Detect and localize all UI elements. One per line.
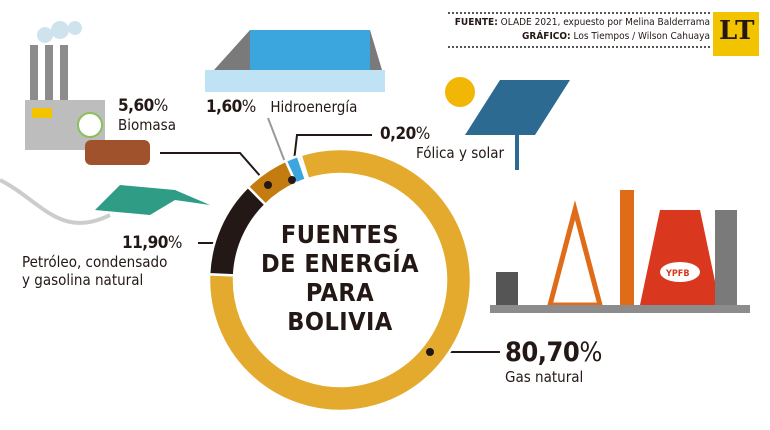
ypfb-logo-text: YPFB xyxy=(665,269,690,279)
biomasa-label: 5,60% Biomasa xyxy=(118,96,176,134)
eolica-pct: 0,20 xyxy=(380,124,416,144)
gas-text: Gas natural xyxy=(505,368,584,386)
percent-sign: % xyxy=(153,96,169,116)
donut-slice-4 xyxy=(296,153,310,182)
petroleo-text-1: Petróleo, condensado xyxy=(22,253,168,271)
percent-sign: % xyxy=(241,97,257,117)
eolica-label: 0,20% Fólica y solar xyxy=(380,124,504,162)
donut-slice-0 xyxy=(207,147,473,413)
eolica-text: Fólica y solar xyxy=(416,144,505,162)
title-line-2: DE ENERGÍA xyxy=(261,249,419,278)
biomasa-text: Biomasa xyxy=(118,116,176,134)
title-line-4: BOLIVIA xyxy=(287,307,393,336)
gas-label: 80,70% Gas natural xyxy=(505,337,602,386)
gas-pct: 80,70 xyxy=(505,337,580,368)
graphic-label: GRÁFICO: xyxy=(522,31,571,42)
percent-sign: % xyxy=(579,337,602,368)
percent-sign: % xyxy=(415,124,431,144)
leader-dots xyxy=(224,176,434,356)
source-text: OLADE 2021, expuesto por Melina Balderra… xyxy=(500,17,710,28)
hidro-text: Hidroenergía xyxy=(270,98,358,116)
hydroelectric-dam-icon xyxy=(205,30,385,92)
factory-icon xyxy=(25,21,150,165)
los-tiempos-logo: LT xyxy=(713,12,759,56)
biomasa-pct: 5,60 xyxy=(118,96,154,116)
title-line-1: FUENTES xyxy=(280,220,400,249)
petroleo-label: 11,90% Petróleo, condensado y gasolina n… xyxy=(22,233,182,289)
graphic-text: Los Tiempos / Wilson Cahuaya xyxy=(573,31,711,42)
hidro-pct: 1,60 xyxy=(206,97,242,117)
title-line-3: PARA xyxy=(305,278,375,307)
chart-title: FUENTES DE ENERGÍA PARA BOLIVIA xyxy=(250,220,430,336)
oil-refinery-icon xyxy=(490,190,750,313)
solar-panel-icon xyxy=(445,77,570,170)
hidro-label: 1,60% Hidroenergía xyxy=(206,97,357,117)
petroleo-pct: 11,90 xyxy=(122,233,168,253)
donut-chart xyxy=(207,147,473,413)
credits: FUENTE: OLADE 2021, expuesto por Melina … xyxy=(448,12,710,48)
petroleo-text-2: y gasolina natural xyxy=(22,271,144,289)
percent-sign: % xyxy=(167,233,183,253)
fuel-nozzle-icon xyxy=(0,178,210,225)
source-label: FUENTE: xyxy=(454,17,498,28)
